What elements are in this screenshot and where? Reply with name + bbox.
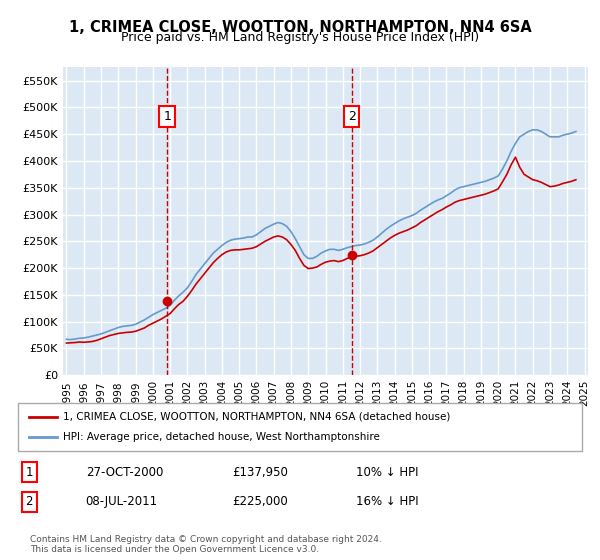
Text: HPI: Average price, detached house, West Northamptonshire: HPI: Average price, detached house, West… — [63, 432, 380, 442]
Text: 27-OCT-2000: 27-OCT-2000 — [86, 466, 163, 479]
Text: £137,950: £137,950 — [232, 466, 288, 479]
Text: 1, CRIMEA CLOSE, WOOTTON, NORTHAMPTON, NN4 6SA: 1, CRIMEA CLOSE, WOOTTON, NORTHAMPTON, N… — [68, 20, 532, 35]
Text: 08-JUL-2011: 08-JUL-2011 — [86, 496, 158, 508]
Text: Price paid vs. HM Land Registry's House Price Index (HPI): Price paid vs. HM Land Registry's House … — [121, 31, 479, 44]
Text: 1, CRIMEA CLOSE, WOOTTON, NORTHAMPTON, NN4 6SA (detached house): 1, CRIMEA CLOSE, WOOTTON, NORTHAMPTON, N… — [63, 412, 451, 422]
FancyBboxPatch shape — [18, 403, 582, 451]
Text: 2: 2 — [348, 110, 356, 123]
Text: £225,000: £225,000 — [232, 496, 288, 508]
Text: 2: 2 — [26, 496, 33, 508]
Text: 1: 1 — [26, 466, 33, 479]
Text: Contains HM Land Registry data © Crown copyright and database right 2024.
This d: Contains HM Land Registry data © Crown c… — [30, 535, 382, 554]
Text: 16% ↓ HPI: 16% ↓ HPI — [356, 496, 419, 508]
Text: 10% ↓ HPI: 10% ↓ HPI — [356, 466, 419, 479]
Text: 1: 1 — [163, 110, 171, 123]
